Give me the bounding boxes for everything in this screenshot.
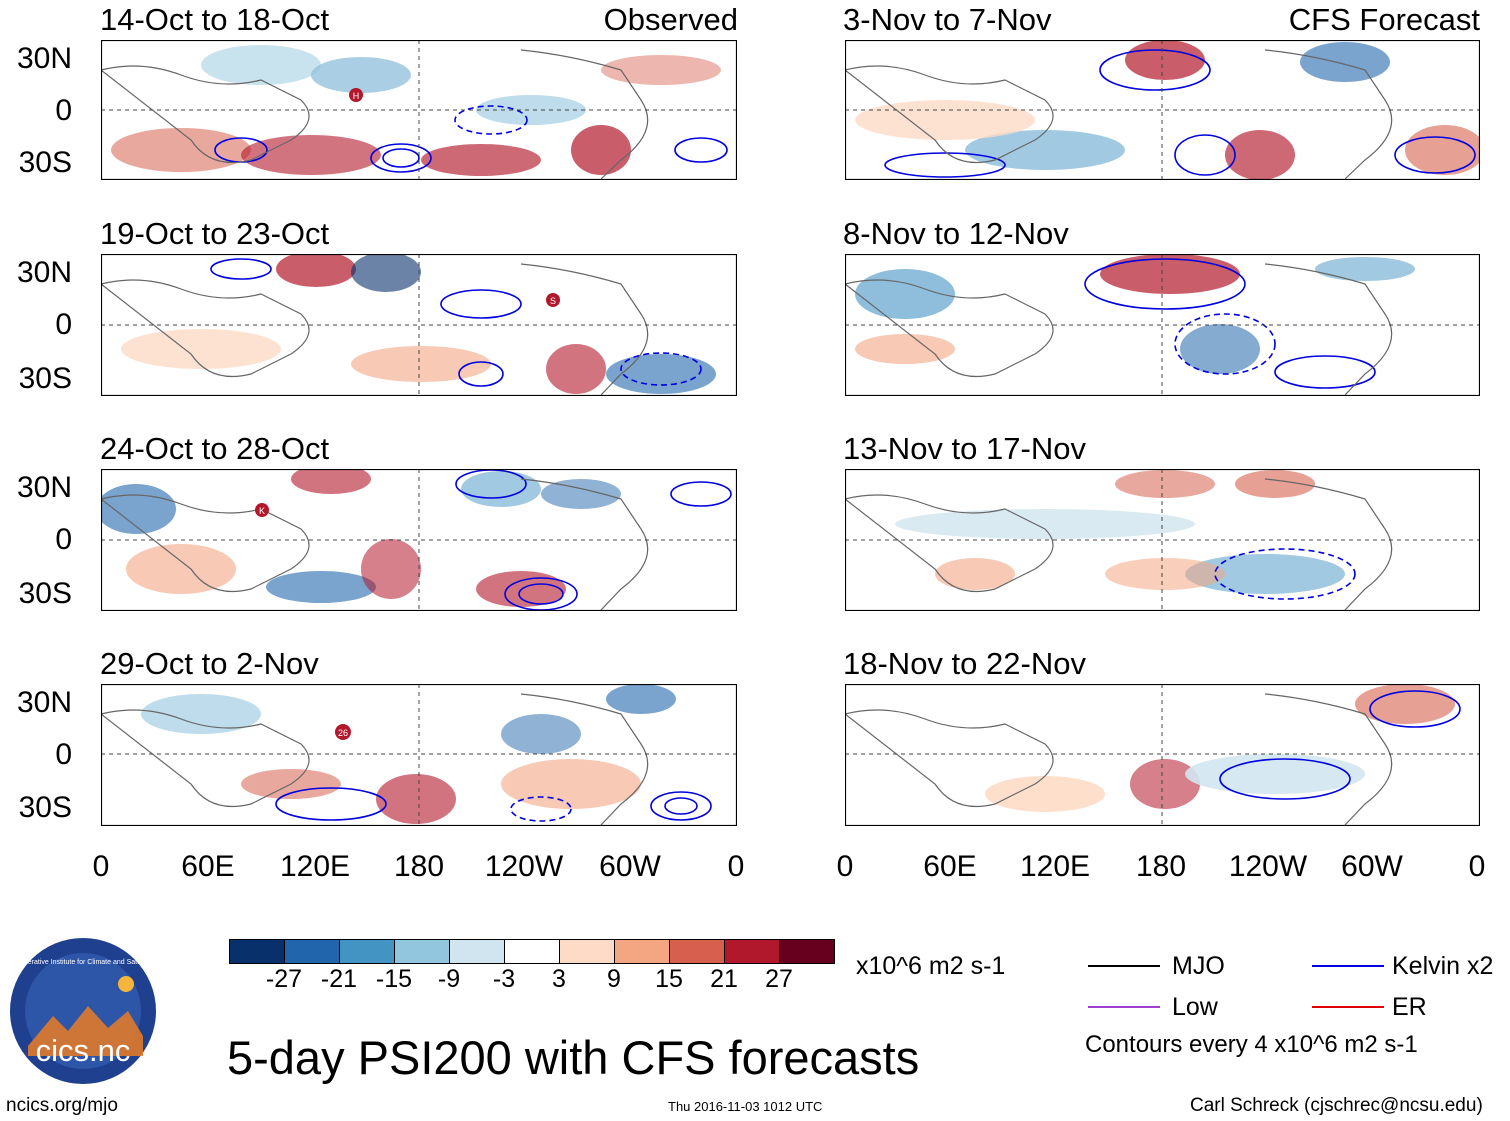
panel-tag-observed: Observed bbox=[603, 2, 738, 37]
colorbar-units: x10^6 m2 s-1 bbox=[856, 952, 1006, 980]
legend-label-mjo: MJO bbox=[1172, 952, 1225, 980]
legend-label-kelvin: Kelvin x2 bbox=[1392, 952, 1494, 980]
colorbar-swatch bbox=[450, 940, 505, 963]
storm-marker-label: K bbox=[259, 506, 265, 516]
colorbar-label: 21 bbox=[710, 965, 738, 993]
lon-label-right-360: 0 bbox=[1468, 850, 1486, 883]
map-panel-observed-2: S bbox=[101, 254, 737, 396]
colorbar-swatch bbox=[615, 940, 670, 963]
lon-label-left-60e: 60E bbox=[181, 850, 235, 883]
colorbar-swatch bbox=[725, 940, 780, 963]
colorbar-label: -27 bbox=[265, 965, 303, 993]
storm-marker-label: H bbox=[353, 91, 360, 101]
lon-label-right-120w: 120W bbox=[1228, 850, 1308, 883]
map-panel-observed-4: 26 bbox=[101, 684, 737, 826]
lon-label-right-0: 0 bbox=[836, 850, 854, 883]
colorbar-swatch bbox=[395, 940, 450, 963]
panel-title-obs-2: 19-Oct to 23-Oct bbox=[100, 216, 330, 251]
lon-label-left-180: 180 bbox=[393, 850, 445, 883]
logo-ring-text: Cooperative Institute for Climate and Sa… bbox=[11, 959, 155, 966]
panel-title-fcst-3: 13-Nov to 17-Nov bbox=[843, 431, 1086, 466]
main-title: 5-day PSI200 with CFS forecasts bbox=[227, 1031, 920, 1084]
legend-label-low: Low bbox=[1172, 993, 1218, 1021]
legend-label-er: ER bbox=[1392, 993, 1427, 1021]
footer-url[interactable]: ncics.org/mjo bbox=[6, 1095, 118, 1116]
storm-marker-label: 26 bbox=[338, 728, 348, 738]
lon-label-right-60w: 60W bbox=[1341, 850, 1403, 883]
cics-logo: cics.nc Cooperative Institute for Climat… bbox=[10, 938, 156, 1084]
colorbar-swatch bbox=[340, 940, 395, 963]
colorbar-label: 15 bbox=[655, 965, 683, 993]
panel-title-obs-3: 24-Oct to 28-Oct bbox=[100, 431, 330, 466]
colorbar-swatch bbox=[505, 940, 560, 963]
colorbar-label: 9 bbox=[607, 965, 621, 993]
lon-label-right-120e: 120E bbox=[1019, 850, 1091, 883]
map-panel-forecast-2 bbox=[845, 254, 1480, 396]
legend-line-er bbox=[1312, 1006, 1384, 1008]
colorbar-label: -15 bbox=[375, 965, 413, 993]
panel-title-fcst-2: 8-Nov to 12-Nov bbox=[843, 216, 1069, 251]
legend-line-low bbox=[1088, 1006, 1160, 1008]
panel-title-obs-4: 29-Oct to 2-Nov bbox=[100, 646, 319, 681]
lat-label-eq-row3: 0 bbox=[55, 523, 72, 556]
colorbar-label: -3 bbox=[492, 965, 516, 993]
lon-label-left-60w: 60W bbox=[599, 850, 661, 883]
colorbar-label: 3 bbox=[552, 965, 566, 993]
lon-label-right-180: 180 bbox=[1135, 850, 1187, 883]
colorbar-swatch bbox=[285, 940, 340, 963]
lat-label-eq-row2: 0 bbox=[55, 308, 72, 341]
map-panel-observed-1: H bbox=[101, 40, 737, 180]
lat-label-eq-row1: 0 bbox=[55, 94, 72, 127]
lat-label-30n-row3: 30N bbox=[16, 471, 72, 504]
colorbar-swatch bbox=[560, 940, 615, 963]
panel-title-fcst-4: 18-Nov to 22-Nov bbox=[843, 646, 1086, 681]
lat-label-30n-row1: 30N bbox=[16, 42, 72, 75]
logo-text: cics.nc bbox=[36, 1033, 131, 1068]
lon-label-left-120w: 120W bbox=[484, 850, 564, 883]
lon-label-right-60e: 60E bbox=[923, 850, 977, 883]
colorbar bbox=[229, 939, 835, 964]
colorbar-label: -21 bbox=[320, 965, 358, 993]
colorbar-swatch bbox=[780, 940, 834, 963]
footer-author: Carl Schreck (cjschrec@ncsu.edu) bbox=[1190, 1095, 1483, 1116]
lat-label-30n-row4: 30N bbox=[16, 686, 72, 719]
colorbar-swatch bbox=[670, 940, 725, 963]
lat-label-30n-row2: 30N bbox=[16, 256, 72, 289]
map-panel-forecast-4 bbox=[845, 684, 1480, 826]
panel-tag-forecast: CFS Forecast bbox=[1288, 2, 1480, 37]
colorbar-label: 27 bbox=[765, 965, 793, 993]
lat-label-30s-row2: 30S bbox=[18, 362, 72, 395]
lon-label-left-0: 0 bbox=[92, 850, 110, 883]
contour-note: Contours every 4 x10^6 m2 s-1 bbox=[1085, 1031, 1418, 1058]
legend-line-kelvin bbox=[1312, 965, 1384, 967]
colorbar-label: -9 bbox=[437, 965, 461, 993]
map-panel-observed-3: K bbox=[101, 469, 737, 611]
lat-label-30s-row4: 30S bbox=[18, 791, 72, 824]
footer-timestamp: Thu 2016-11-03 1012 UTC bbox=[668, 1099, 823, 1114]
panel-title-obs-1: 14-Oct to 18-Oct bbox=[100, 2, 330, 37]
lat-label-eq-row4: 0 bbox=[55, 738, 72, 771]
lon-label-left-360: 0 bbox=[727, 850, 745, 883]
map-panel-forecast-3 bbox=[845, 469, 1480, 611]
lat-label-30s-row3: 30S bbox=[18, 577, 72, 610]
map-panel-forecast-1 bbox=[845, 40, 1480, 180]
legend-line-mjo bbox=[1088, 965, 1160, 967]
lat-label-30s-row1: 30S bbox=[18, 146, 72, 179]
colorbar-swatch bbox=[230, 940, 285, 963]
panel-title-fcst-1: 3-Nov to 7-Nov bbox=[843, 2, 1052, 37]
lon-label-left-120e: 120E bbox=[279, 850, 351, 883]
storm-marker-label: S bbox=[550, 296, 556, 306]
